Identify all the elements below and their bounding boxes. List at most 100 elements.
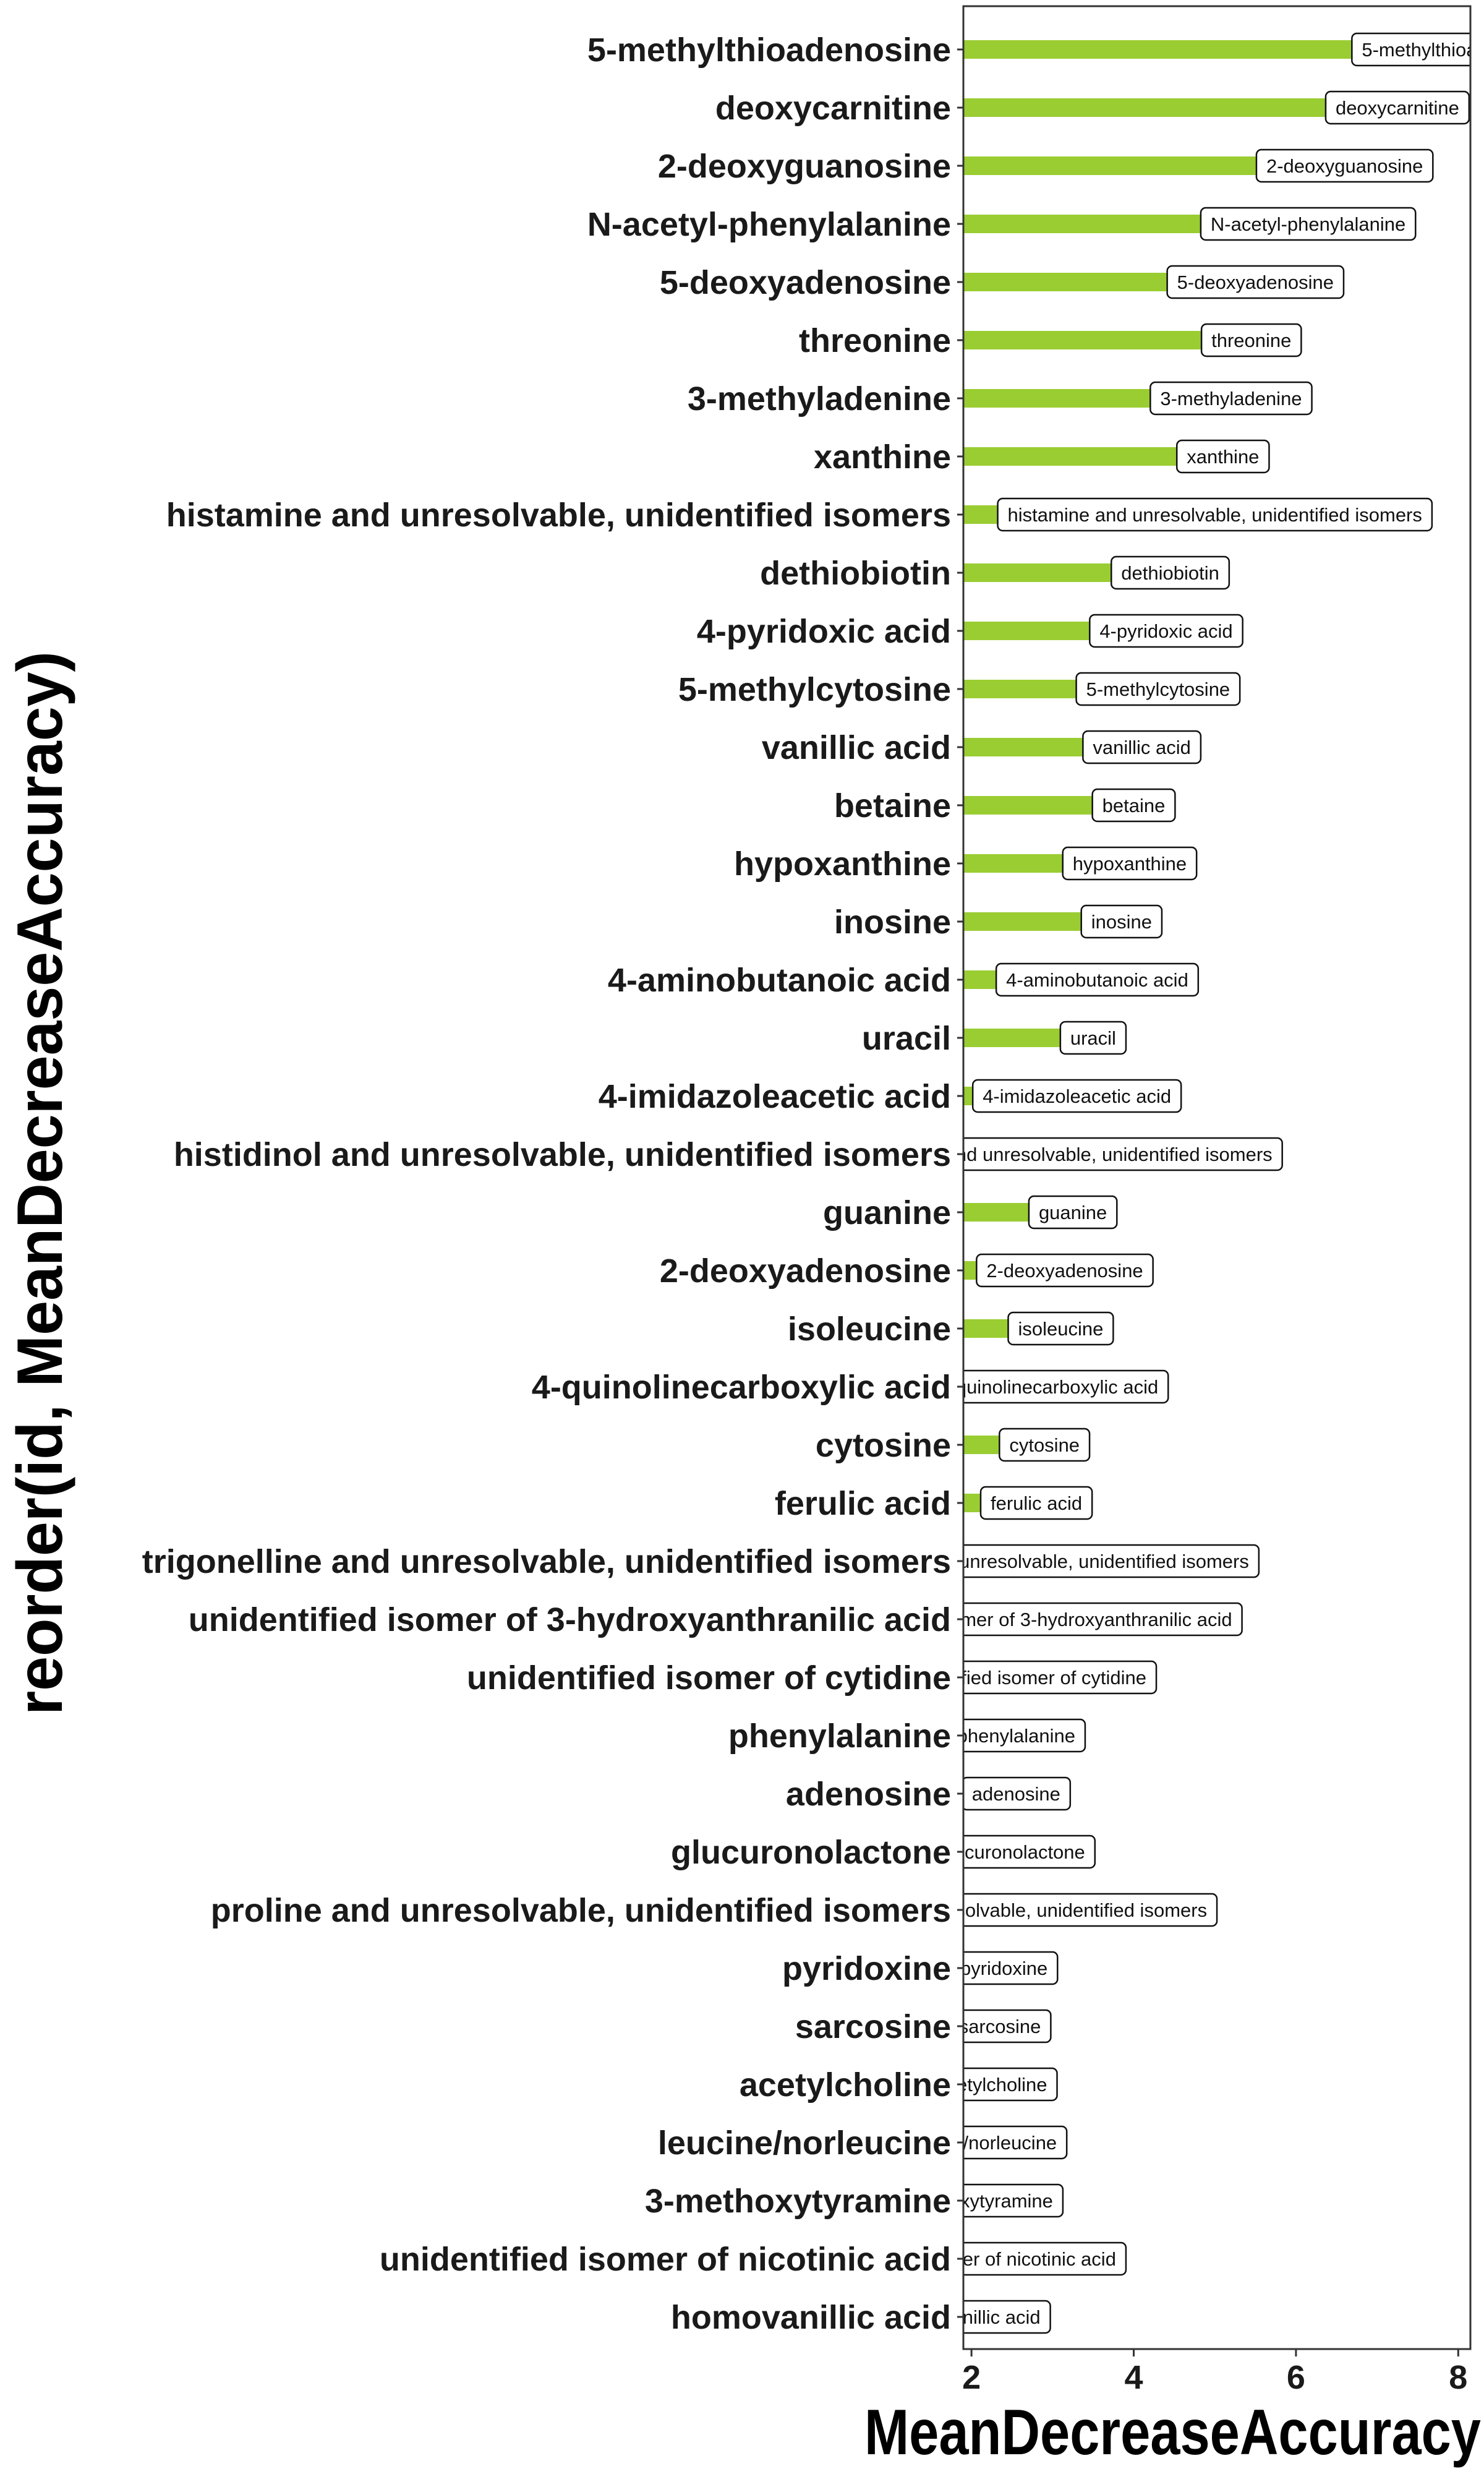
data-label: phenylalanine — [963, 1718, 1086, 1753]
data-label: vanillic acid — [1082, 730, 1202, 764]
data-label-box — [963, 2125, 1068, 2160]
category-label: acetylcholine — [740, 2066, 951, 2104]
data-label-box — [1075, 672, 1241, 706]
data-label-text: 4-aminobutanoic acid — [1006, 969, 1188, 991]
data-label: 4-aminobutanoic acid — [995, 962, 1200, 997]
data-label-text: 2-deoxyguanosine — [1266, 155, 1423, 177]
data-label-box — [1200, 323, 1302, 357]
category-label: 4-aminobutanoic acid — [608, 962, 951, 999]
x-axis-title: MeanDecreaseAccuracy — [864, 2397, 1481, 2468]
data-label-box — [963, 2067, 1058, 2102]
data-label-text: unidentified isomer of nicotinic acid — [819, 2248, 1116, 2270]
data-label-text: proline and unresolvable, unidentified i… — [817, 1899, 1207, 1921]
category-label: hypoxanthine — [734, 845, 951, 883]
category-label: betaine — [834, 787, 951, 824]
data-label: unidentified isomer of nicotinic acid — [819, 2241, 1127, 2276]
category-label: leucine/norleucine — [658, 2125, 951, 2162]
data-label-text: vanillic acid — [1093, 737, 1191, 758]
data-label-box — [1007, 1311, 1114, 1346]
data-label-text: uracil — [1070, 1027, 1116, 1049]
data-label-box — [1149, 381, 1313, 416]
data-label-box — [963, 1544, 1260, 1578]
data-label: acetylcholine — [936, 2067, 1058, 2102]
data-label-text: glucuronolactone — [939, 1841, 1085, 1863]
data-label-text: pyridoxine — [960, 1958, 1047, 1979]
data-label-text: N-acetyl-phenylalanine — [1211, 213, 1405, 235]
data-label-text: xanthine — [1187, 446, 1259, 468]
category-label: unidentified isomer of 3-hydroxyanthrani… — [189, 1601, 951, 1638]
data-label-box — [963, 1137, 1283, 1171]
category-label: histamine and unresolvable, unidentified… — [166, 497, 951, 534]
data-label-box — [963, 1660, 1158, 1695]
data-label-box — [995, 962, 1200, 997]
category-label: isoleucine — [788, 1311, 951, 1348]
category-label: 5-deoxyadenosine — [660, 264, 951, 301]
data-label-text: 4-imidazoleacetic acid — [983, 1085, 1171, 1107]
data-label: pyridoxine — [960, 1951, 1059, 1985]
category-label: unidentified isomer of cytidine — [467, 1659, 951, 1697]
category-label: pyridoxine — [782, 1950, 951, 1987]
data-label-box — [963, 1951, 1059, 1985]
data-label: uracil — [1059, 1021, 1127, 1055]
data-label-box — [1062, 846, 1198, 881]
data-label-box — [976, 1253, 1154, 1288]
category-label: sarcosine — [795, 2008, 951, 2045]
data-label-box — [1200, 207, 1417, 241]
data-label-box — [1080, 904, 1163, 939]
data-label-text: unidentified isomer of 3-hydroxyanthrani… — [832, 1609, 1232, 1630]
data-label: hypoxanthine — [1062, 846, 1198, 881]
category-label: trigonelline and unresolvable, unidentif… — [142, 1543, 951, 1580]
data-label-box — [963, 2009, 1052, 2044]
panel-border — [962, 5, 1472, 2350]
data-label-text: leucine/norleucine — [902, 2132, 1057, 2154]
x-tick-label: 4 — [1124, 2359, 1143, 2396]
data-label: isoleucine — [1007, 1311, 1114, 1346]
category-label: N-acetyl-phenylalanine — [587, 206, 951, 243]
data-label: 4-imidazoleacetic acid — [971, 1079, 1182, 1113]
data-label-text: 4-pyridoxic acid — [1099, 620, 1232, 642]
category-label: 4-quinolinecarboxylic acid — [532, 1369, 951, 1406]
data-label-text: guanine — [1039, 1202, 1107, 1223]
category-label: glucuronolactone — [671, 1834, 951, 1871]
data-label-box — [1091, 788, 1176, 823]
category-label: 5-methylthioadenosine — [587, 32, 951, 69]
x-tick-label: 8 — [1449, 2359, 1467, 2396]
y-axis-title: reorder(id, MeanDecreaseAccuracy) — [4, 651, 76, 1715]
x-axis: 2 4 6 8 — [962, 2349, 1467, 2396]
category-label: 3-methoxytyramine — [645, 2183, 951, 2220]
category-label: histidinol and unresolvable, unidentifie… — [174, 1136, 951, 1173]
x-tick-label: 2 — [962, 2359, 981, 2396]
data-label-text: unidentified isomer of cytidine — [894, 1667, 1146, 1689]
category-label: phenylalanine — [728, 1718, 951, 1755]
data-label-text: 4-quinolinecarboxylic acid — [939, 1376, 1158, 1398]
data-label: 5-deoxyadenosine — [1166, 265, 1345, 299]
data-label: cytosine — [999, 1427, 1091, 1462]
data-label: ferulic acid — [979, 1486, 1093, 1520]
category-label: xanthine — [814, 439, 951, 476]
data-label-text: acetylcholine — [936, 2074, 1047, 2095]
category-label: cytosine — [816, 1427, 951, 1464]
data-label-box — [1255, 148, 1434, 183]
data-label-text: 2-deoxyadenosine — [986, 1260, 1143, 1282]
data-label-box — [963, 1602, 1243, 1637]
data-label-box — [1082, 730, 1202, 764]
data-label-text: adenosine — [972, 1783, 1060, 1805]
data-label-box — [997, 497, 1433, 532]
category-label: 4-imidazoleacetic acid — [599, 1078, 951, 1115]
data-label: glucuronolactone — [939, 1834, 1096, 1869]
data-label: guanine — [1028, 1195, 1118, 1230]
category-label: 2-deoxyadenosine — [660, 1252, 951, 1290]
category-label: vanillic acid — [762, 729, 951, 766]
data-label: 3-methoxytyramine — [963, 2183, 1064, 2218]
data-label-text: 5-deoxyadenosine — [1177, 272, 1334, 293]
category-label: unidentified isomer of nicotinic acid — [380, 2241, 951, 2278]
data-label-box — [963, 2241, 1127, 2276]
category-label: adenosine — [786, 1776, 951, 1813]
data-label: betaine — [1091, 788, 1176, 823]
data-label: deoxycarnitine — [1324, 90, 1470, 125]
data-label-box — [963, 1776, 1072, 1811]
data-label: 5-methylcytosine — [1075, 672, 1241, 706]
category-label: threonine — [799, 322, 951, 359]
data-label-text: histidinol and unresolvable, unidentifie… — [865, 1144, 1272, 1165]
